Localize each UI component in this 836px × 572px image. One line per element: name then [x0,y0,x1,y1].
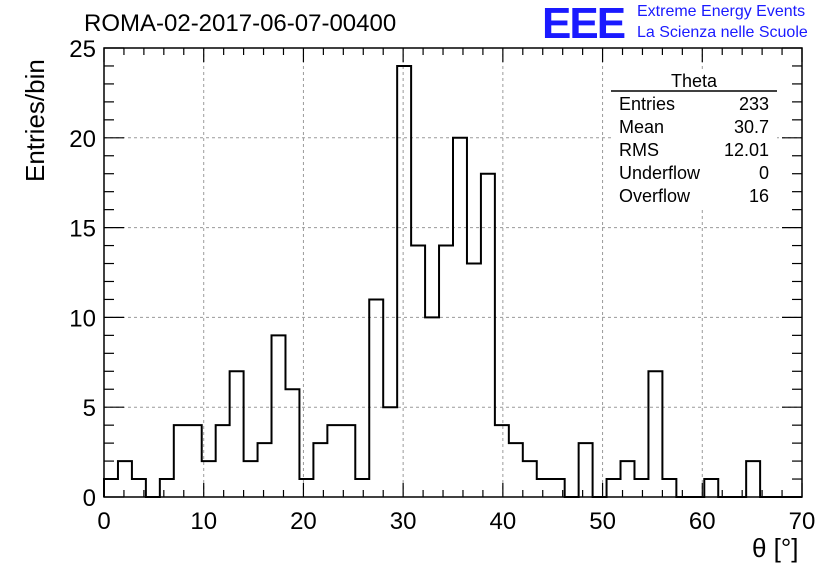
x-tick-label: 0 [97,508,110,535]
y-tick-label: 15 [69,216,96,243]
x-axis-label: θ [°] [752,533,799,563]
histogram-bin-8 [216,425,230,497]
x-tick-label: 70 [789,508,816,535]
histogram-bin-17 [341,425,355,497]
stats-value-entries: 233 [739,94,769,114]
logo-caption-line1: Extreme Energy Events [637,3,806,20]
histogram-bin-9 [230,371,244,497]
histogram-bin-40 [662,479,676,497]
stats-rows: Entries 233 Mean 30.7 RMS 12.01 Underflow 0 Over… [619,94,769,206]
x-tick-label: 30 [390,508,417,535]
x-tick-label: 20 [290,508,317,535]
histogram-bin-38 [634,479,648,497]
histogram-title: ROMA-02-2017-06-07-00400 [84,10,397,37]
histogram-bin-27 [481,174,495,497]
stats-label-entries: Entries [619,94,675,114]
axes [103,47,803,498]
histogram-bin-4 [160,479,174,497]
stats-value-overflow: 16 [749,186,769,206]
histogram-bin-26 [467,264,481,497]
stats-value-rms: 12.01 [724,140,769,160]
histogram-bin-11 [258,443,272,497]
histogram-bin-0 [104,479,118,497]
histogram-bin-13 [285,389,299,497]
x-tick-label: 50 [589,508,616,535]
histogram-bin-22 [411,246,425,497]
stats-title: Theta [671,71,718,91]
stats-label-underflow: Underflow [619,163,701,183]
y-tick-label: 25 [69,36,96,63]
stats-label-rms: RMS [619,140,659,160]
histogram-bin-1 [118,461,132,497]
histogram-bin-14 [299,479,313,497]
histogram-bin-29 [509,443,523,497]
tick-labels: 0 10 20 30 40 50 60 70 0 5 10 15 20 25 [69,36,815,535]
logo-caption-line2: La Scienza nelle Scuole [637,24,808,41]
eee-logo-icon: EEE [542,0,626,48]
histogram-bin-6 [188,425,202,497]
stats-value-underflow: 0 [759,163,769,183]
histogram-bin-46 [746,461,760,497]
x-tick-label: 40 [490,508,517,535]
histogram-bin-43 [704,479,718,497]
stats-label-overflow: Overflow [619,186,691,206]
histogram-bin-18 [355,479,369,497]
histogram-bin-10 [244,461,258,497]
x-tick-label: 60 [689,508,716,535]
x-tick-label: 10 [190,508,217,535]
histogram-bin-12 [272,335,286,497]
histogram-outline [103,64,802,498]
histogram-bin-31 [537,479,551,497]
y-tick-label: 10 [69,305,96,332]
histogram-bin-28 [495,425,509,497]
y-tick-label: 20 [69,126,96,153]
histogram-bin-5 [174,425,188,497]
stats-box: Theta Entries 233 Mean 30.7 RMS 12.01 Underflo… [611,70,777,210]
histogram-bins [103,64,802,498]
histogram-bin-19 [369,299,383,497]
plot-frame [103,47,803,498]
histogram-bin-39 [648,371,662,497]
histogram-bin-15 [313,443,327,497]
histogram-bin-30 [523,461,537,497]
histogram-bin-24 [439,246,453,497]
stats-box-background [611,70,777,210]
histogram-bin-16 [327,425,341,497]
y-tick-label: 5 [83,395,96,422]
histogram-bin-36 [607,479,621,497]
histogram-bin-21 [397,66,411,497]
y-tick-label: 0 [83,485,96,512]
histogram-bin-34 [579,443,593,497]
stats-value-mean: 30.7 [734,117,769,137]
histogram-bin-20 [383,407,397,497]
stats-label-mean: Mean [619,117,664,137]
